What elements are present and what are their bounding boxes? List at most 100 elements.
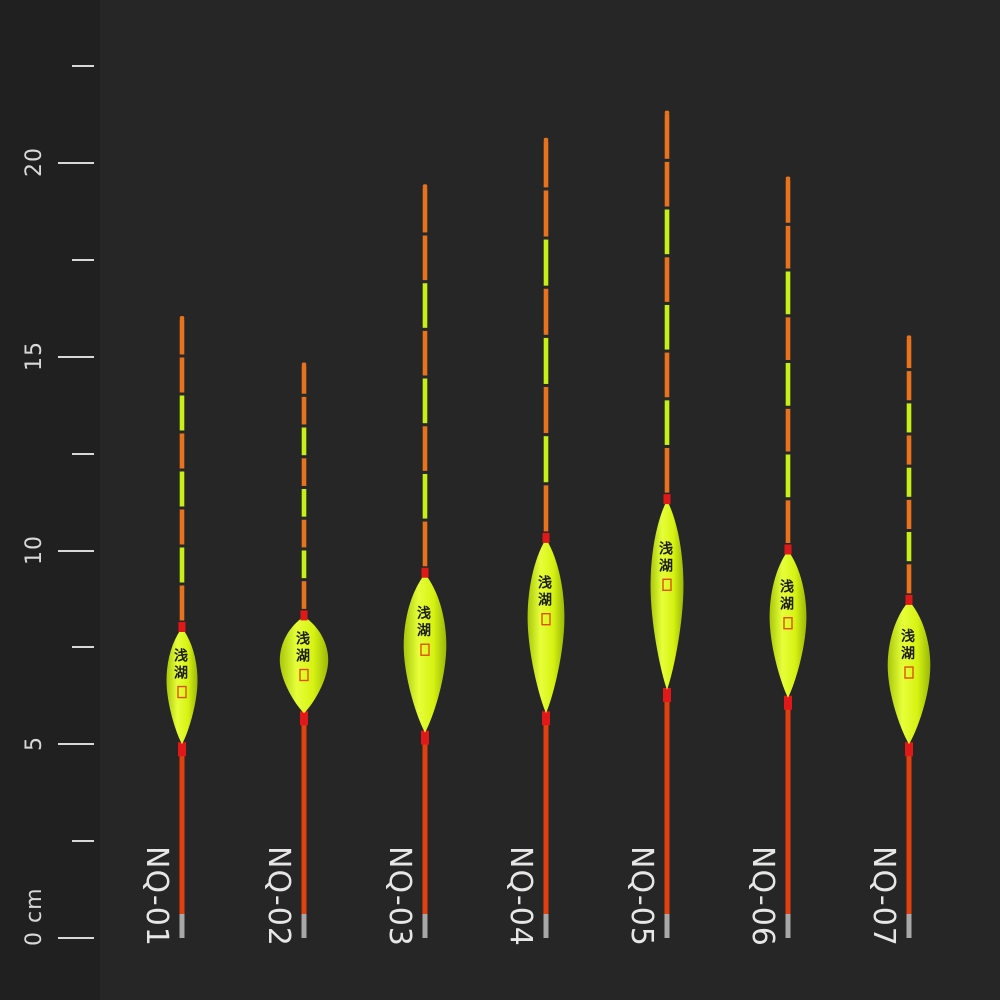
float-tip-divider [543,434,549,437]
float-tip-divider [543,336,549,338]
float-nq-05: 浅湖 [650,110,684,938]
float-tip-band [664,400,670,445]
ruler-minor-tick [72,65,94,68]
float-tip-divider [422,520,428,522]
float-nq-04: 浅湖 [527,137,565,938]
float-tip-divider [543,188,549,191]
float-tip-band [179,547,185,583]
float-lower-collar [542,711,550,726]
float-nq-07: 浅湖 [887,335,931,938]
float-stem [664,690,670,914]
float-tip-divider [301,456,307,459]
float-model-label: NQ-01 [139,846,174,947]
float-stem [422,732,428,914]
float-lower-collar [663,688,671,702]
float-tip-band [664,114,670,159]
float-tip-cap [785,176,791,181]
float-body-mark: 浅 [538,575,552,592]
float-tip-band [422,283,428,328]
float-tip-band [543,288,549,335]
float-tip-cap [422,184,428,189]
float-tip-divider [179,470,185,472]
ruler-major-tick [58,937,94,939]
float-tip-band [785,408,791,452]
float-tip-divider [785,224,791,226]
float-tip-divider [906,466,912,468]
float-tip-band [301,458,307,486]
float-tip-divider [906,369,912,372]
float-base [179,914,185,938]
float-body-mark: 浅 [659,540,673,557]
float-base [422,914,428,938]
float-tip-divider [906,401,912,404]
float-tip-divider [664,255,670,258]
float-tip-divider [906,562,912,565]
float-tip-band [543,190,549,237]
float-tip-divider [906,433,912,436]
float-body-mark: 湖 [780,597,794,613]
float-tip-band [301,550,307,579]
float-tip-band [179,509,185,545]
float-base [301,914,307,938]
float-tip-band [179,471,185,507]
float-lower-collar [178,742,186,757]
float-tip-band [301,427,307,456]
float-stem [543,713,549,914]
float-tip-cap [301,362,307,367]
float-tip-band [179,357,185,393]
float-tip-cap [543,137,549,142]
float-tip-divider [301,395,307,397]
float-tip-divider [785,453,791,455]
float-tip-band [422,235,428,281]
float-tip-band [664,209,670,255]
float-tip-band [543,141,549,188]
float-body [650,500,684,690]
float-body [527,538,565,714]
float-tip-divider [422,329,428,331]
float-tip-cap [906,335,912,340]
float-body-stamp [420,643,430,656]
float-stem [906,744,912,914]
float-tip-band [785,363,791,406]
float-tip-band [664,257,670,302]
ruler-minor-tick [72,258,94,261]
float-tip-band [906,467,912,497]
ruler-major-tick [58,162,94,164]
float-stem [785,697,791,914]
ruler-minor-tick [72,452,94,455]
float-tip-band [301,519,307,548]
float-tip-band [422,378,428,424]
float-tip-divider [785,498,791,501]
float-base [543,914,549,938]
float-tip-band [906,403,912,433]
float-model-label: NQ-04 [503,846,538,947]
float-tip-divider [785,315,791,318]
float-body [279,616,329,714]
float-tip-divider [664,398,670,401]
float-tip-divider [543,238,549,240]
float-tip-band [543,485,549,532]
float-stem [179,744,185,914]
float-body-stamp [662,578,672,591]
float-upper-collar [542,532,550,543]
float-body-stamp [904,666,914,679]
ruler-major-tick [58,549,94,552]
float-body-mark: 浅 [780,579,794,596]
float-model-label: NQ-06 [745,846,780,947]
float-body-mark: 浅 [296,631,310,648]
float-tip-band [543,337,549,384]
float-tip-divider [543,483,549,486]
float-tip-divider [179,546,185,548]
float-tip-divider [906,530,912,532]
float-body [403,573,447,733]
float-tip-divider [664,160,670,162]
float-body-mark: 浅 [417,605,431,622]
float-tip-divider [422,233,428,236]
float-body-stamp [783,617,793,630]
ruler-minor-tick [72,840,94,843]
float-upper-collar [663,494,671,505]
float-body-mark: 浅 [174,648,188,665]
float-tip-divider [664,303,670,305]
